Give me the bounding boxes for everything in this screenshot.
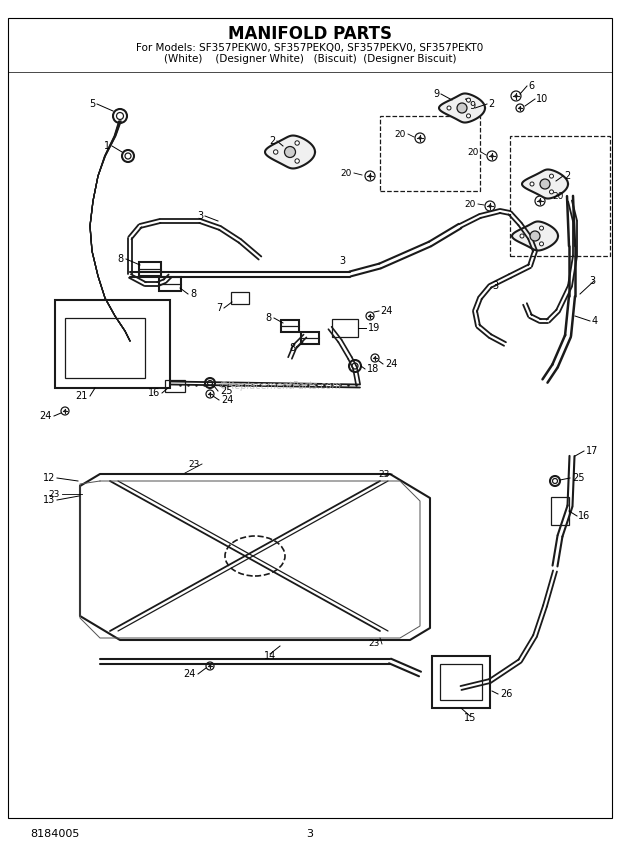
Text: 20: 20 [467, 147, 479, 157]
Text: 20: 20 [394, 129, 406, 139]
Text: 25: 25 [220, 386, 232, 396]
Circle shape [418, 137, 421, 140]
Text: ©ReplacementParts.com: ©ReplacementParts.com [218, 381, 342, 391]
Text: 16: 16 [148, 388, 160, 398]
Circle shape [209, 393, 211, 395]
Bar [332, 319, 358, 337]
Text: 1: 1 [104, 141, 110, 151]
Text: 24: 24 [380, 306, 392, 316]
Text: 13: 13 [43, 495, 55, 505]
Circle shape [273, 150, 278, 154]
Circle shape [447, 106, 451, 110]
Text: 20: 20 [464, 199, 476, 209]
Bar [380, 116, 480, 191]
Polygon shape [522, 169, 568, 199]
Circle shape [369, 175, 371, 177]
Polygon shape [439, 93, 485, 122]
Circle shape [519, 107, 521, 109]
Circle shape [457, 103, 467, 113]
Text: 3: 3 [339, 256, 345, 266]
Circle shape [489, 205, 491, 207]
Text: (White)    (Designer White)   (Biscuit)  (Designer Biscuit): (White) (Designer White) (Biscuit) (Desi… [164, 54, 456, 64]
Text: 24: 24 [184, 669, 196, 679]
Text: 3: 3 [197, 211, 203, 221]
Bar [139, 262, 161, 276]
Text: 20: 20 [340, 169, 352, 177]
Text: 8: 8 [190, 289, 196, 299]
Text: 26: 26 [500, 689, 512, 699]
Text: 4: 4 [592, 316, 598, 326]
Text: 2: 2 [488, 99, 494, 109]
Circle shape [539, 199, 541, 202]
Text: For Models: SF357PEKW0, SF357PEKQ0, SF357PEKV0, SF357PEKT0: For Models: SF357PEKW0, SF357PEKQ0, SF35… [136, 43, 484, 53]
Circle shape [285, 146, 296, 158]
Bar [231, 292, 249, 304]
Circle shape [491, 155, 494, 158]
Bar [432, 656, 490, 708]
Circle shape [64, 410, 66, 412]
Text: 9: 9 [469, 101, 475, 111]
Text: 19: 19 [368, 323, 380, 333]
Text: 21: 21 [76, 391, 88, 401]
Bar [281, 320, 299, 332]
Text: 7: 7 [216, 303, 222, 313]
Text: 24: 24 [385, 359, 397, 369]
Text: 3: 3 [492, 281, 498, 291]
Text: 23: 23 [48, 490, 60, 498]
Text: 14: 14 [264, 651, 276, 661]
Text: 25: 25 [572, 473, 585, 483]
Circle shape [520, 234, 524, 238]
Text: 10: 10 [536, 94, 548, 104]
Text: 23: 23 [379, 469, 390, 479]
Circle shape [295, 159, 299, 163]
Text: 12: 12 [43, 473, 55, 483]
Bar [55, 300, 170, 388]
Text: 8: 8 [289, 343, 295, 353]
Polygon shape [265, 135, 315, 169]
Text: 24: 24 [221, 395, 233, 405]
Text: 3: 3 [589, 276, 595, 286]
Bar [65, 318, 145, 378]
Text: 2: 2 [564, 171, 570, 181]
Circle shape [539, 226, 544, 230]
Text: MANIFOLD PARTS: MANIFOLD PARTS [228, 25, 392, 43]
Circle shape [466, 114, 471, 118]
Text: 23: 23 [369, 639, 380, 649]
Circle shape [295, 140, 299, 146]
Circle shape [374, 357, 376, 359]
Bar [510, 136, 610, 256]
Text: 18: 18 [367, 364, 379, 374]
Circle shape [515, 95, 517, 98]
Polygon shape [512, 222, 558, 251]
Bar [301, 332, 319, 344]
Text: 8: 8 [118, 254, 124, 264]
Text: 2: 2 [268, 136, 275, 146]
Circle shape [530, 231, 540, 241]
Bar [159, 277, 181, 291]
Bar [551, 497, 569, 525]
Text: 20: 20 [552, 192, 564, 200]
Text: 9: 9 [434, 89, 440, 99]
Text: 16: 16 [578, 511, 590, 521]
Text: 3: 3 [306, 829, 314, 839]
Text: 23: 23 [188, 460, 200, 468]
Circle shape [549, 174, 554, 178]
Text: 17: 17 [586, 446, 598, 456]
Circle shape [539, 242, 544, 246]
Circle shape [466, 98, 471, 102]
Circle shape [530, 182, 534, 186]
Circle shape [369, 315, 371, 317]
Text: 15: 15 [464, 713, 476, 723]
Text: 8184005: 8184005 [30, 829, 79, 839]
Bar [165, 380, 185, 392]
Text: 5: 5 [89, 99, 95, 109]
Text: 6: 6 [528, 81, 534, 91]
Bar [440, 664, 482, 700]
Circle shape [209, 665, 211, 667]
Text: 24: 24 [40, 411, 52, 421]
Text: 8: 8 [266, 313, 272, 323]
Circle shape [540, 179, 550, 189]
Circle shape [549, 190, 554, 193]
